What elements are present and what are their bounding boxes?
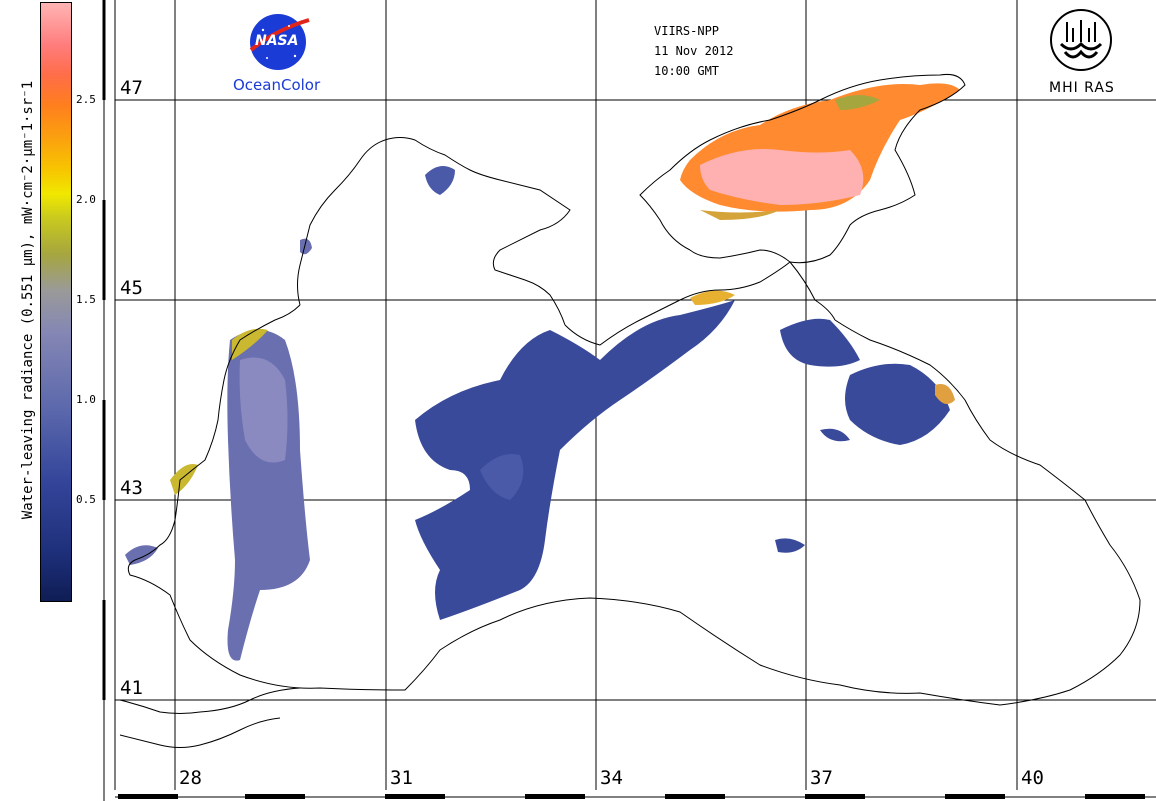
lon-label-28: 28 — [179, 767, 202, 789]
coastline — [119, 74, 1141, 748]
radiance-patches — [125, 83, 960, 661]
oceancolor-label: OceanColor — [233, 76, 321, 94]
lon-label-40: 40 — [1021, 767, 1044, 789]
colorbar-tick-1.0: 1.0 — [76, 393, 96, 406]
patch-azov-olive — [835, 95, 880, 110]
lat-label-45: 45 — [118, 277, 145, 299]
colorbar — [40, 2, 72, 602]
lat-label-47: 47 — [118, 77, 145, 99]
patch-varna-highlight — [170, 464, 198, 495]
lon-label-34: 34 — [600, 767, 623, 789]
mhi-label: MHI RAS — [1049, 80, 1115, 96]
nasa-logo-icon — [249, 14, 310, 70]
patch-east-2 — [845, 363, 950, 445]
colorbar-tick-0.5: 0.5 — [76, 493, 96, 506]
colorbar-tick-2.5: 2.5 — [76, 93, 96, 106]
patch-western-shelf-light — [239, 357, 288, 463]
lat-label-41: 41 — [118, 677, 145, 699]
time-label: 10:00 GMT — [654, 64, 720, 78]
lon-label-37: 37 — [810, 767, 833, 789]
patch-central — [415, 300, 735, 620]
patch-caucasus-highlight — [935, 384, 955, 404]
patch-dniester — [300, 238, 312, 255]
nasa-logo-text: NASA — [255, 33, 299, 49]
lat-label-43: 43 — [118, 477, 145, 499]
map-scale-bottom — [115, 794, 1156, 799]
patch-danube-highlight — [232, 328, 268, 360]
patch-east-3 — [820, 428, 850, 442]
date-label: 11 Nov 2012 — [654, 44, 734, 58]
colorbar-tick-1.5: 1.5 — [76, 293, 96, 306]
patch-east-4 — [775, 538, 805, 553]
sensor-label: VIIRS-NPP — [654, 24, 720, 38]
patch-east-1 — [780, 318, 860, 367]
patch-azov-light — [700, 149, 864, 205]
patch-central-inner — [480, 454, 524, 500]
lon-label-31: 31 — [390, 767, 413, 789]
patch-kerch-highlight — [690, 290, 735, 305]
graticule — [114, 0, 1156, 790]
patch-bosporus — [125, 545, 158, 565]
mhi-logo-icon — [1050, 9, 1112, 71]
colorbar-tick-2.0: 2.0 — [76, 193, 96, 206]
patch-dnieper-bay — [425, 166, 455, 195]
patch-azov-dots — [700, 210, 780, 220]
